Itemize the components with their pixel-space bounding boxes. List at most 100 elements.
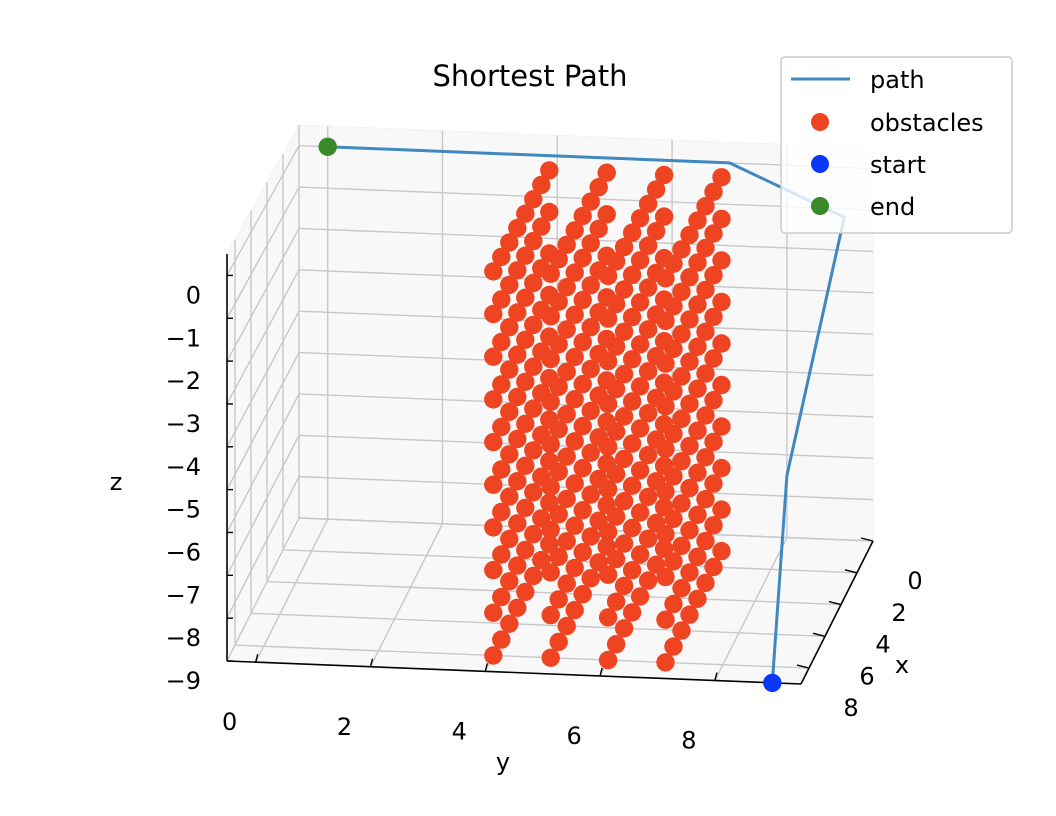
obstacle-point [680, 436, 699, 456]
x-tick-label: 6 [859, 662, 874, 690]
obstacle-point [614, 280, 634, 299]
y-tick-mark [369, 658, 374, 667]
x-tick-label: 8 [843, 694, 858, 722]
x-tick-mark [860, 537, 874, 542]
obstacle-point [524, 315, 543, 335]
obstacle-point [704, 432, 723, 452]
obstacle-point [696, 448, 715, 467]
legend-end-swatch [811, 197, 829, 215]
obstacle-point [638, 320, 658, 339]
obstacle-point [484, 432, 503, 452]
obstacle-point [672, 367, 691, 386]
obstacle-point [704, 474, 723, 493]
obstacle-point [573, 290, 592, 310]
obstacle-point [646, 222, 666, 241]
obstacle-point [557, 278, 576, 297]
obstacle-point [638, 445, 658, 465]
obstacle-point [581, 401, 600, 421]
z-axis-label: z [110, 468, 123, 496]
obstacle-point [622, 518, 642, 538]
obstacle-point [516, 498, 535, 518]
grid-line [250, 612, 826, 638]
obstacle-point [704, 266, 723, 285]
obstacle-point [508, 218, 527, 238]
obstacle-point [680, 268, 699, 287]
obstacle-point [549, 250, 568, 269]
grid-line [226, 228, 300, 362]
obstacle-point [508, 387, 527, 407]
obstacle-point [581, 276, 600, 295]
obstacle-point [492, 545, 511, 564]
obstacle-point [638, 362, 658, 381]
obstacle-point [630, 587, 650, 606]
y-tick-label: 4 [452, 717, 467, 745]
obstacle-point [500, 402, 519, 422]
grid-line [226, 393, 300, 533]
obstacle-point [573, 585, 592, 604]
obstacle-point [500, 572, 519, 591]
obstacle-point [581, 485, 600, 504]
obstacle-point [688, 295, 707, 314]
obstacle-point [508, 472, 527, 491]
obstacle-point [598, 480, 618, 499]
obstacle-point [549, 505, 568, 524]
obstacle-point [549, 377, 568, 396]
obstacle-point [541, 392, 560, 411]
obstacle-point [656, 610, 675, 629]
obstacle-point [532, 217, 551, 236]
legend-end-label: end [870, 193, 915, 221]
y-axis-label: y [496, 748, 510, 776]
obstacle-point [598, 309, 618, 328]
grid-line [255, 518, 329, 663]
obstacle-point [541, 605, 560, 625]
obstacle-point [696, 364, 715, 383]
obstacle-point [654, 539, 674, 558]
obstacle-point [656, 567, 675, 587]
obstacle-point [664, 637, 683, 656]
obstacle-point [492, 247, 511, 267]
obstacle-point [672, 494, 691, 513]
obstacle-point [516, 414, 535, 433]
x-tick-mark [796, 664, 810, 669]
obstacle-point [524, 525, 543, 544]
obstacle-point [549, 420, 568, 439]
y-tick-label: 6 [566, 722, 581, 750]
obstacle-point [492, 587, 511, 607]
obstacle-point [598, 352, 618, 371]
obstacle-point [664, 467, 683, 486]
obstacle-point [622, 434, 642, 453]
obstacle-point [573, 543, 592, 562]
obstacle-point [508, 556, 527, 575]
obstacle-point [638, 236, 658, 255]
legend: path obstacles start end [780, 56, 1013, 234]
obstacle-point [524, 190, 543, 209]
obstacle-point [664, 382, 683, 401]
obstacle-point [622, 350, 642, 369]
obstacle-point [581, 318, 600, 337]
y-tick-mark [255, 653, 259, 663]
z-tick-label: −4 [166, 453, 201, 481]
obstacle-point [549, 547, 568, 566]
obstacle-point [688, 211, 707, 230]
obstacle-point [656, 397, 675, 416]
legend-start-swatch [811, 155, 829, 173]
start-point [763, 673, 782, 693]
obstacle-point [606, 592, 626, 611]
obstacle-point [557, 489, 576, 509]
obstacle-point [524, 357, 543, 376]
y-tick-mark [714, 672, 718, 681]
obstacle-point [680, 605, 699, 624]
obstacle-point [565, 263, 584, 282]
obstacle-point [508, 598, 527, 617]
obstacle-point [614, 322, 634, 341]
obstacle-point [704, 349, 723, 368]
obstacle-point [696, 280, 715, 300]
obstacle-point [696, 197, 715, 216]
obstacle-point [541, 349, 560, 369]
grid-line [226, 145, 300, 276]
obstacle-point [532, 175, 551, 195]
obstacle-point [614, 365, 634, 384]
obstacle-point [598, 565, 618, 584]
obstacle-point [516, 288, 535, 307]
obstacle-point [549, 632, 568, 652]
